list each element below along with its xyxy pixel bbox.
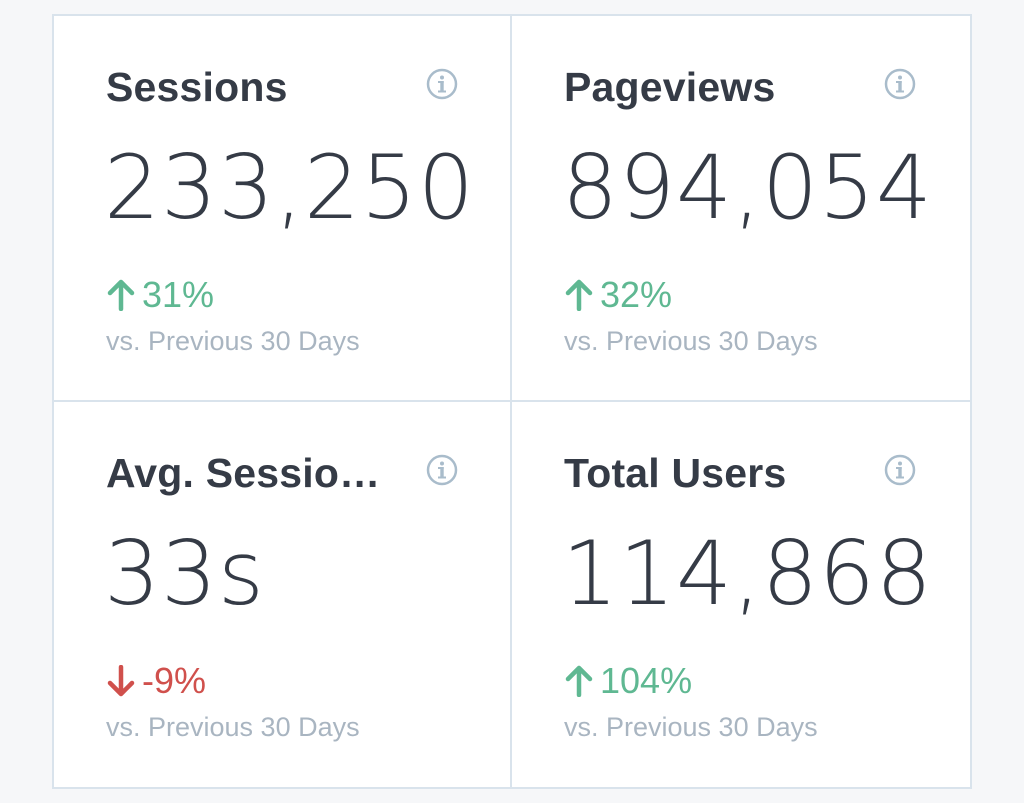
info-icon[interactable] xyxy=(426,454,458,486)
info-icon[interactable] xyxy=(884,68,916,100)
metric-change: 32% xyxy=(564,274,672,316)
metric-title: Sessions xyxy=(106,64,288,110)
metric-card-pageviews: Pageviews 894,054 32% vs. Previous 30 Da… xyxy=(512,16,970,402)
metric-value: 894,054 xyxy=(562,136,933,239)
metric-change: 104% xyxy=(564,660,692,702)
metric-title: Avg. Sessio… xyxy=(106,449,381,496)
metric-value: 233,250 xyxy=(104,136,475,239)
metric-change-value: 104% xyxy=(600,659,693,701)
info-icon[interactable] xyxy=(884,454,916,486)
metric-change-value: -9% xyxy=(142,659,207,701)
metric-change-value: 31% xyxy=(142,274,215,315)
metric-change: -9% xyxy=(106,660,206,702)
metrics-grid: Sessions 233,250 31% vs. Previous 30 Day… xyxy=(52,14,972,789)
metric-comparison: vs. Previous 30 Days xyxy=(564,711,818,742)
arrow-down-icon xyxy=(107,664,135,696)
metric-change: 31% xyxy=(106,274,214,316)
metric-value: 114,868 xyxy=(562,521,933,625)
metric-comparison: vs. Previous 30 Days xyxy=(106,711,360,742)
info-icon[interactable] xyxy=(426,68,458,100)
metric-card-sessions: Sessions 233,250 31% vs. Previous 30 Day… xyxy=(54,16,512,402)
metric-value: 33s xyxy=(104,521,265,625)
metric-card-avg-session: Avg. Sessio… 33s -9% vs. Previous 30 Day… xyxy=(54,401,512,787)
arrow-up-icon xyxy=(107,279,135,311)
arrow-up-icon xyxy=(565,279,593,311)
arrow-up-icon xyxy=(565,665,593,697)
metric-change-value: 32% xyxy=(600,274,673,315)
metric-comparison: vs. Previous 30 Days xyxy=(106,326,360,356)
metric-card-total-users: Total Users 114,868 104% vs. Previous 30… xyxy=(512,402,970,788)
metric-comparison: vs. Previous 30 Days xyxy=(564,326,818,356)
metric-title: Pageviews xyxy=(564,64,776,110)
metric-title: Total Users xyxy=(564,449,787,496)
